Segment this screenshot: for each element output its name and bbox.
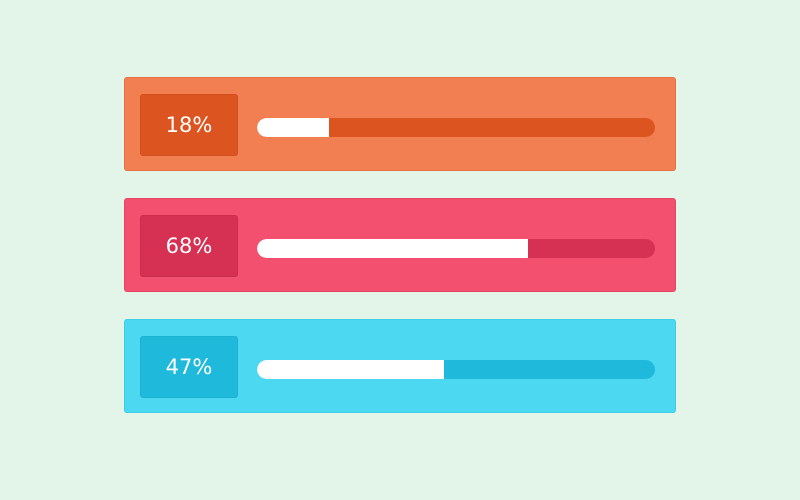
percent-badge: 18% (140, 94, 238, 156)
progress-bar (257, 360, 655, 379)
percent-badge: 47% (140, 336, 238, 398)
progress-card-orange: 18% (124, 77, 676, 171)
progress-bar (257, 239, 655, 258)
progress-fill (257, 239, 528, 258)
percent-badge: 68% (140, 215, 238, 277)
progress-fill (257, 118, 329, 137)
progress-card-pink: 68% (124, 198, 676, 292)
progress-card-cyan: 47% (124, 319, 676, 413)
progress-bar (257, 118, 655, 137)
progress-fill (257, 360, 445, 379)
